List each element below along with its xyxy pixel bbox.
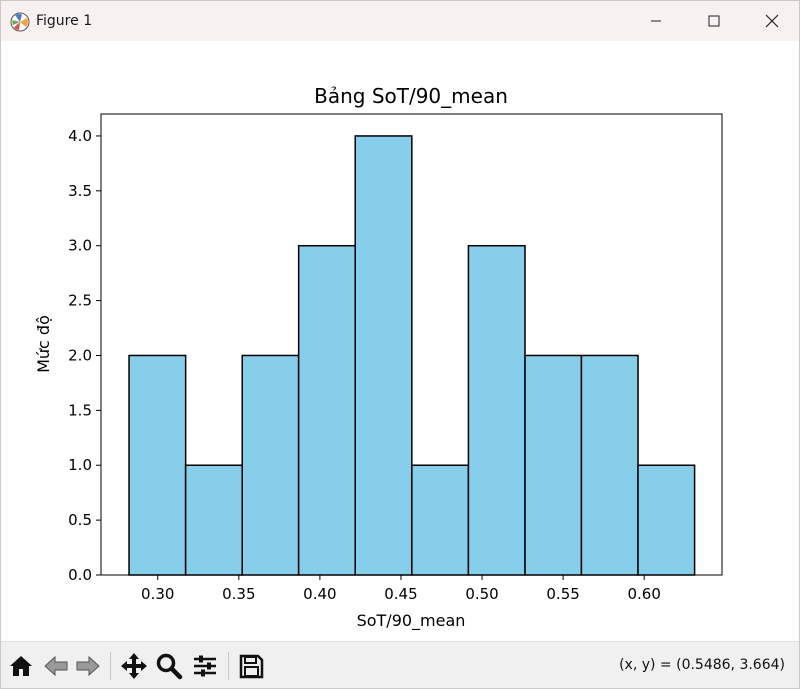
configure-subplots-button[interactable]	[190, 651, 220, 681]
save-icon	[239, 654, 264, 679]
y-axis-label: Mức độ	[34, 315, 53, 373]
histogram-bar	[297, 244, 356, 576]
y-tick-label: 2.0	[68, 346, 92, 364]
x-tick-label: 0.35	[222, 585, 255, 603]
y-tick-label: 1.0	[68, 456, 92, 474]
y-tick-label: 2.5	[68, 292, 92, 310]
maximize-button[interactable]	[685, 1, 743, 41]
close-icon	[765, 14, 779, 28]
forward-icon	[76, 655, 100, 677]
home-icon	[10, 656, 32, 676]
back-button[interactable]	[41, 651, 71, 681]
back-icon	[44, 655, 68, 677]
x-tick-label: 0.55	[546, 585, 579, 603]
pan-button[interactable]	[119, 651, 149, 681]
matplotlib-logo-icon	[10, 12, 30, 32]
histogram-bar	[354, 135, 413, 576]
title-bar: Figure 1	[1, 1, 799, 41]
toolbar-separator	[110, 652, 111, 680]
forward-button[interactable]	[73, 651, 103, 681]
y-tick-label: 1.5	[68, 401, 92, 419]
histogram-bar	[524, 354, 583, 576]
y-tick-label: 3.0	[68, 237, 92, 255]
x-tick-label: 0.40	[303, 585, 336, 603]
save-button[interactable]	[236, 651, 266, 681]
histogram-bar	[411, 464, 470, 576]
histogram-chart: Bảng SoT/90_mean 0.30 0.35 0.40 0.45 0.50 0.5…	[34, 84, 723, 631]
plot-canvas[interactable]: Bảng SoT/90_mean 0.30 0.35 0.40 0.45 0.50 0.5…	[1, 41, 799, 639]
histogram-bar	[241, 354, 300, 576]
navigation-toolbar: (x, y) = (0.5486, 3.664)	[1, 641, 799, 688]
axes-frame	[100, 113, 723, 576]
x-tick-label: 0.30	[141, 585, 174, 603]
zoom-icon	[156, 653, 183, 680]
window-title: Figure 1	[36, 13, 93, 29]
x-tick-label: 0.45	[384, 585, 417, 603]
chart-title: Bảng SoT/90_mean	[314, 84, 508, 108]
histogram-bar	[637, 464, 696, 576]
y-tick-label: 3.5	[68, 182, 92, 200]
x-tick-label: 0.60	[627, 585, 660, 603]
minimize-icon	[651, 20, 661, 22]
x-tick-label: 0.50	[465, 585, 498, 603]
home-button[interactable]	[6, 651, 36, 681]
histogram-bar	[467, 244, 526, 576]
zoom-button[interactable]	[154, 651, 184, 681]
y-tick-label: 0.0	[68, 566, 92, 584]
configure-subplots-icon	[194, 655, 216, 677]
x-axis-label: SoT/90_mean	[357, 611, 466, 631]
close-button[interactable]	[743, 1, 799, 41]
y-tick-label: 0.5	[68, 511, 92, 529]
y-tick-label: 4.0	[68, 127, 92, 145]
toolbar-separator	[228, 652, 229, 680]
histogram-bar	[184, 464, 243, 576]
maximize-icon	[708, 15, 720, 27]
histogram-bar	[128, 354, 187, 576]
pan-icon	[121, 653, 147, 679]
histogram-bar	[580, 354, 639, 576]
minimize-button[interactable]	[627, 1, 685, 41]
cursor-coordinates: (x, y) = (0.5486, 3.664)	[619, 657, 785, 673]
